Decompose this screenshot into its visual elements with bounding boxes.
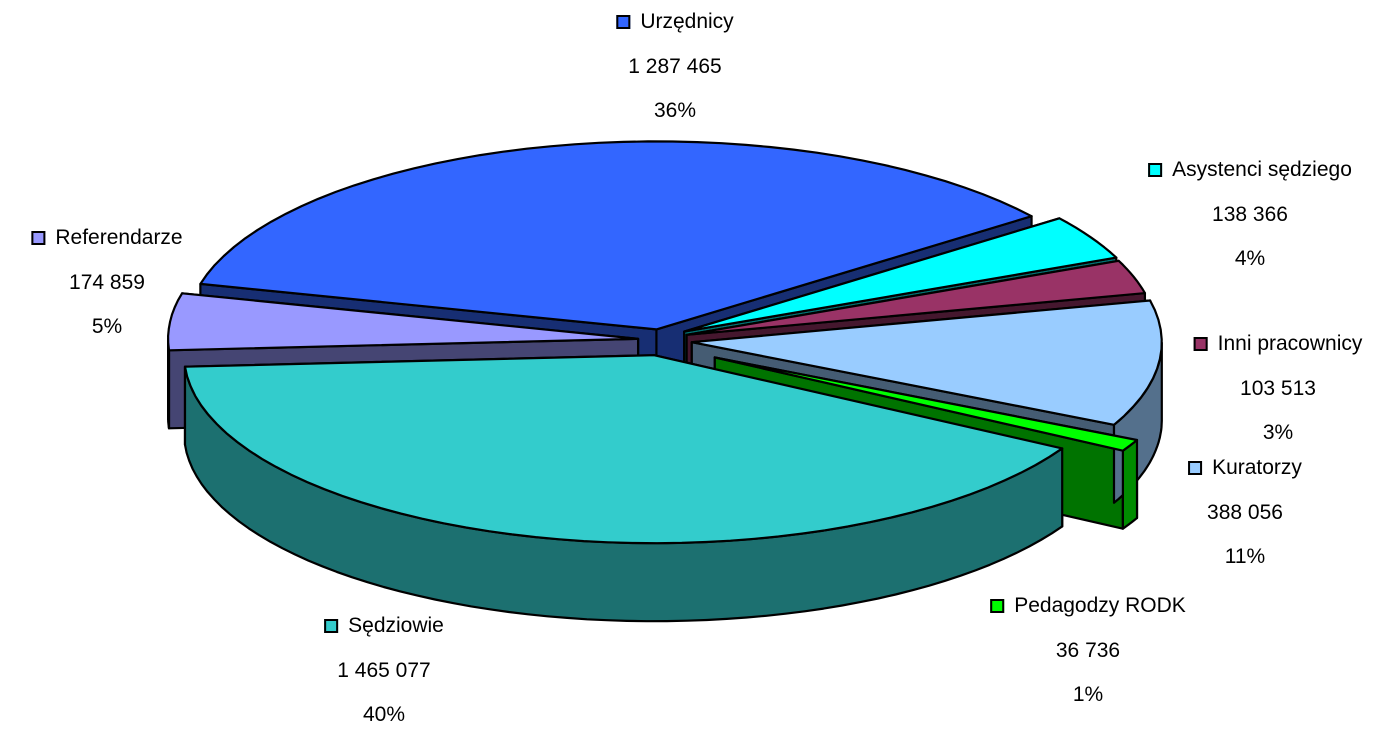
slice-percent-1: 4%	[1234, 247, 1266, 270]
label-6: Referendarze 174 859 5%	[31, 216, 183, 349]
slice-value-1: 138 366	[1212, 203, 1288, 226]
slice-label-0: Urzędnicy	[640, 10, 734, 33]
slice-percent-3: 11%	[1224, 545, 1266, 568]
slice-percent-5: 40%	[362, 703, 406, 726]
slice-top-0	[199, 140, 1033, 331]
slice-value-3: 388 056	[1207, 501, 1283, 524]
slice-label-2: Inni pracownicy	[1217, 332, 1363, 355]
legend-swatch-6	[31, 231, 46, 245]
slice-value-5: 1 465 077	[337, 659, 431, 682]
legend-swatch-3	[1188, 461, 1203, 475]
slice-label-6: Referendarze	[55, 226, 183, 249]
slice-value-4: 36 736	[1055, 639, 1121, 662]
legend-swatch-2	[1193, 337, 1208, 351]
legend-swatch-5	[324, 619, 339, 633]
label-5: Sędziowie 1 465 077 40%	[324, 604, 444, 737]
slice-label-4: Pedagodzy RODK	[1014, 594, 1186, 617]
legend-swatch-0	[616, 15, 631, 29]
slice-value-6: 174 859	[69, 271, 145, 294]
slice-top-6	[167, 292, 640, 352]
slice-percent-0: 36%	[653, 99, 697, 122]
slice-top-2	[685, 259, 1146, 336]
slice-value-2: 103 513	[1240, 377, 1316, 400]
label-0: Urzędnicy 1 287 465 36%	[616, 0, 734, 133]
slice-label-3: Kuratorzy	[1212, 456, 1302, 479]
label-3: Kuratorzy 388 056 11%	[1188, 446, 1302, 579]
label-4: Pedagodzy RODK 36 736 1%	[990, 584, 1186, 717]
slice-top-5	[183, 354, 1064, 545]
legend-swatch-1	[1148, 163, 1163, 177]
slice-top-3	[690, 299, 1163, 426]
slice-percent-4: 1%	[1072, 683, 1104, 706]
pie-tops	[167, 140, 1163, 545]
pie-chart	[167, 140, 1163, 623]
slice-top-4	[713, 356, 1139, 452]
slice-top-1	[683, 217, 1118, 333]
slice-label-5: Sędziowie	[348, 614, 444, 637]
slice-percent-2: 3%	[1262, 421, 1294, 444]
legend-swatch-4	[990, 599, 1005, 613]
slice-side-4	[1121, 438, 1139, 530]
label-2: Inni pracownicy 103 513 3%	[1193, 322, 1363, 455]
label-1: Asystenci sędziego 138 366 4%	[1148, 148, 1352, 281]
slice-label-1: Asystenci sędziego	[1172, 158, 1352, 181]
slice-value-0: 1 287 465	[628, 55, 722, 78]
slice-side-6	[167, 337, 171, 430]
slice-percent-6: 5%	[91, 315, 123, 338]
